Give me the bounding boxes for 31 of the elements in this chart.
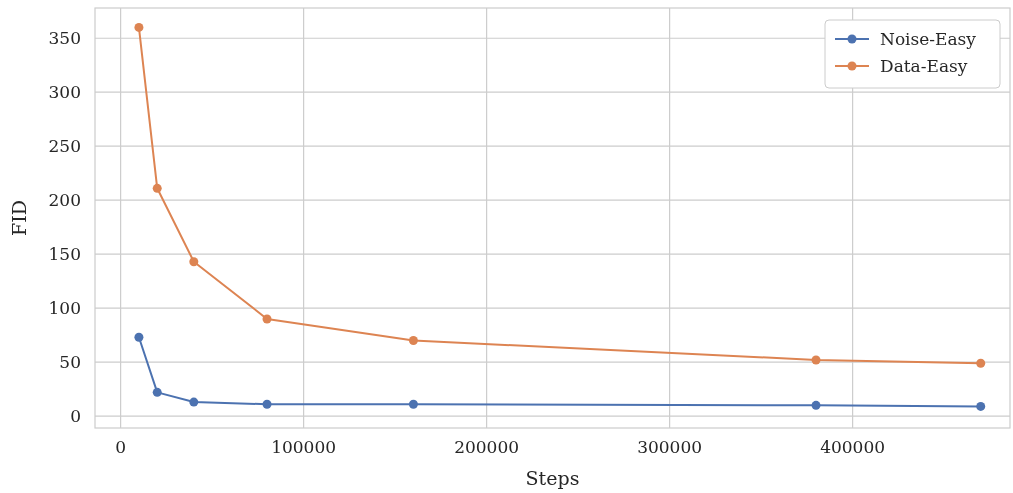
x-tick-label: 300000 [637,437,703,457]
point [152,387,162,397]
y-tick-label: 0 [70,406,81,427]
point [976,358,986,368]
y-tick-label: 200 [48,190,81,211]
point [189,397,199,407]
y-tick-label: 350 [48,28,81,49]
point [152,183,162,193]
point [811,355,821,365]
y-tick-label: 50 [59,352,81,373]
x-tick-label: 0 [115,437,127,457]
point [408,399,418,409]
point [976,401,986,411]
x-tick-label: 200000 [454,437,520,457]
point [262,314,272,324]
y-tick-label: 250 [48,136,81,157]
point [811,400,821,410]
point [262,399,272,409]
legend-label: Data-Easy [880,56,968,76]
point [134,22,144,32]
point [134,332,144,342]
y-tick-label: 150 [48,244,81,265]
y-axis-title: FID [8,200,30,236]
x-tick-label: 400000 [820,437,886,457]
x-axis-title: Steps [525,467,580,489]
legend-label: Noise-Easy [880,29,977,49]
point [408,336,418,346]
point [189,257,199,267]
y-tick-label: 100 [48,298,81,319]
x-tick-label: 100000 [271,437,337,457]
y-tick-label: 300 [48,82,81,103]
